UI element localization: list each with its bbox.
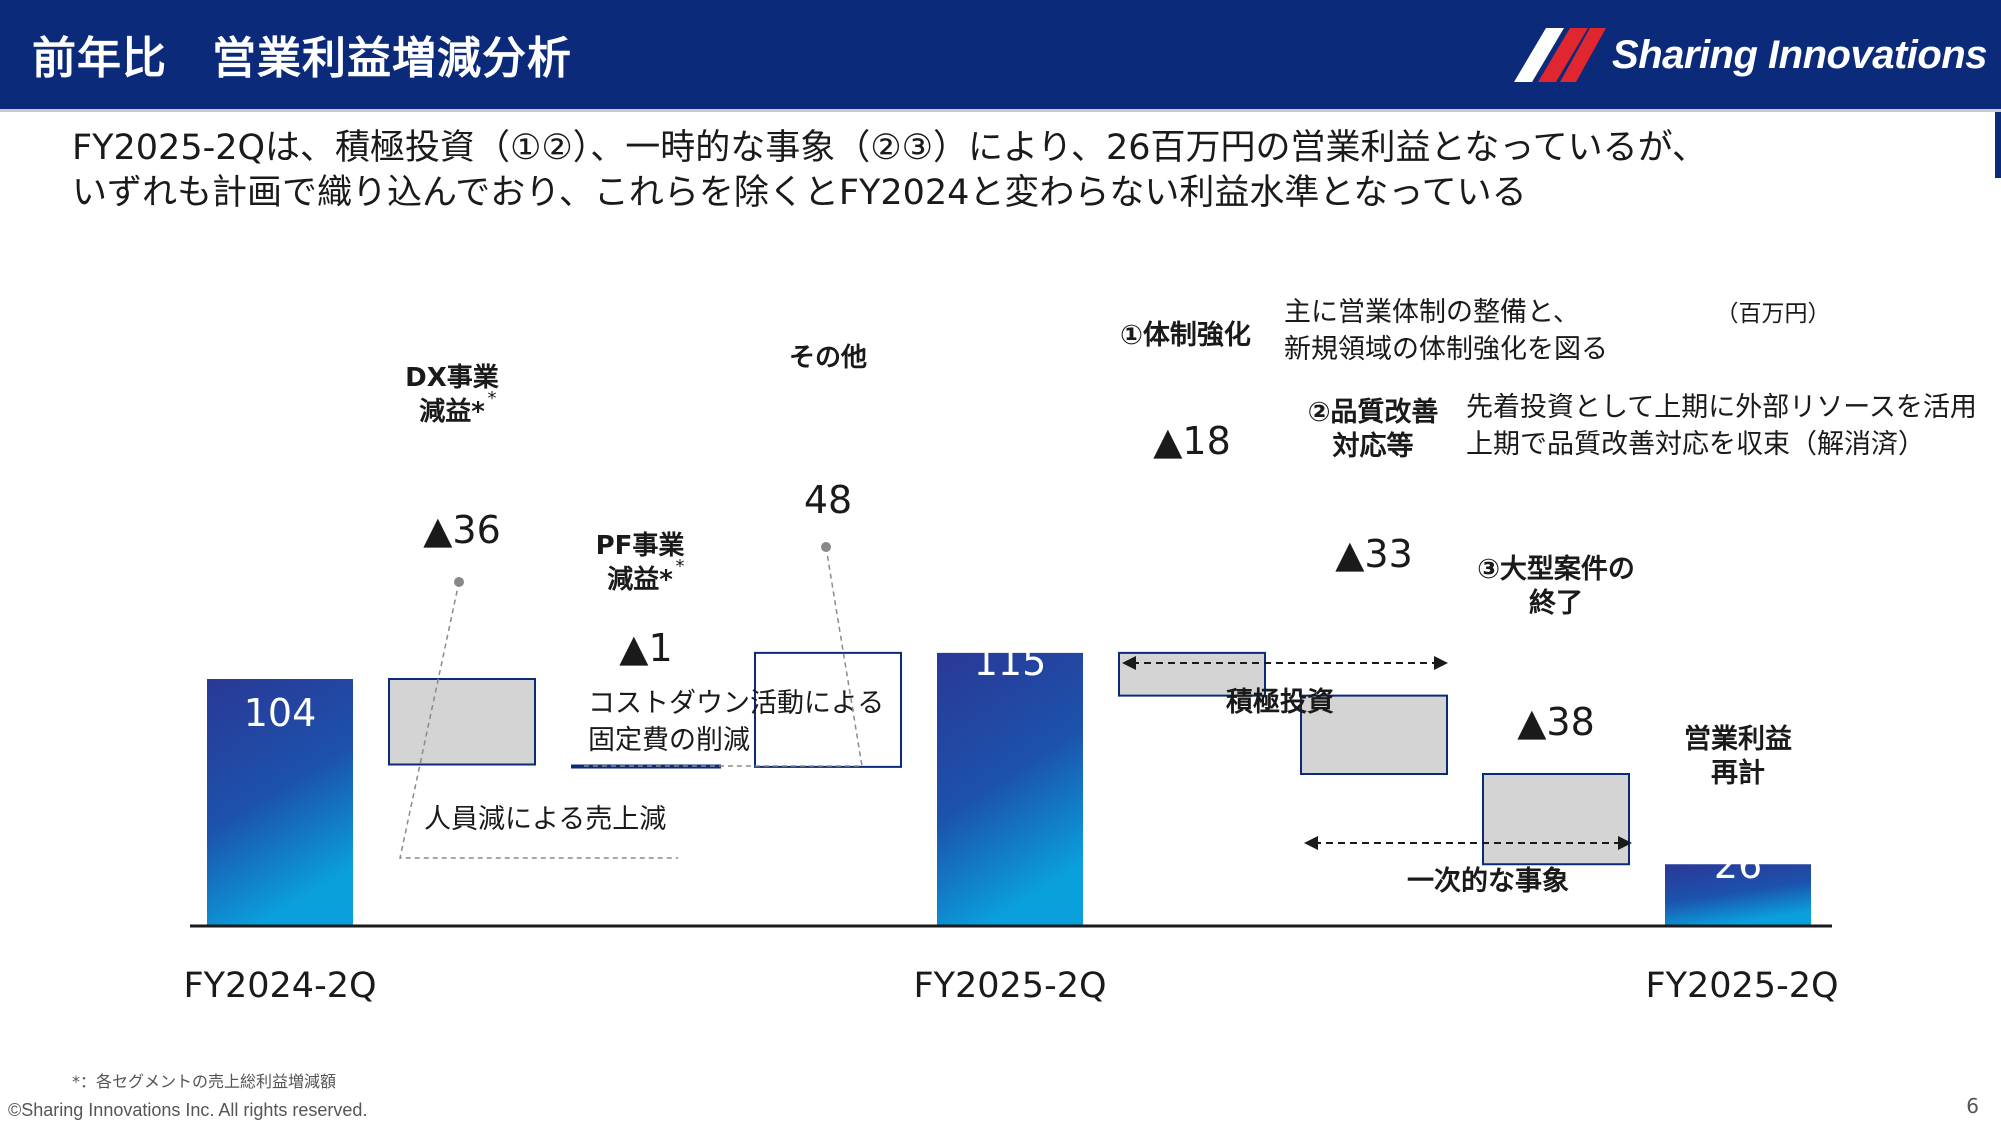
- asterisk-pf: *: [676, 556, 685, 577]
- category-label-s3-0: ③大型案件の: [1477, 553, 1635, 585]
- footnote: *：各セグメントの売上総利益増減額: [72, 1072, 337, 1091]
- brand-mark-icon: [1514, 28, 1607, 82]
- headline: FY2025-2Qは、積極投資（①②）、一時的な事象（②③）により、26百万円の…: [72, 126, 1972, 216]
- bar-fy25: [1665, 864, 1811, 926]
- bracket-temporary-left-arrow: [1304, 836, 1318, 850]
- headline-line-2: いずれも計画で織り込んでおり、これらを除くとFY2024と変わらない利益水準とな…: [72, 173, 1527, 213]
- page-title: 前年比 営業利益増減分析: [32, 33, 572, 84]
- value-label-s2: ▲33: [1335, 532, 1413, 576]
- category-label-fy25adj-0: 右記を除く: [945, 532, 1075, 563]
- category-label-dx-1: 減益*: [419, 397, 485, 427]
- category-label-pf-1: 減益*: [607, 565, 673, 595]
- note-other-1: 固定費の削減: [588, 725, 750, 756]
- xlabel-fy2025: FY2025-2Q: [1645, 966, 1838, 1006]
- bracket-investment-right-arrow: [1434, 656, 1448, 670]
- bar-s1: [1118, 651, 1266, 697]
- bar-fy24: [207, 679, 353, 926]
- bar-s3: [1482, 773, 1630, 866]
- category-label-other-0: その他: [789, 343, 867, 373]
- brand-logo: Sharing Innovations: [1514, 24, 1987, 86]
- category-label-fy25-0: 営業利益: [1684, 723, 1792, 755]
- headline-line-1: FY2025-2Qは、積極投資（①②）、一時的な事象（②③）により、26百万円の…: [72, 128, 1707, 168]
- value-label-fy25: 26: [1714, 843, 1762, 887]
- header-bar: 前年比 営業利益増減分析 Sharing Innovations: [0, 0, 2001, 109]
- bracket-temporary-right-arrow: [1618, 836, 1632, 850]
- copyright: ©Sharing Innovations Inc. All rights res…: [8, 1100, 368, 1120]
- category-label-fy25-1: 再計: [1711, 757, 1765, 789]
- category-label-s2-1: 対応等: [1333, 430, 1414, 462]
- bracket-temporary-label: 一次的な事象: [1407, 865, 1569, 897]
- waterfall-chart: 104▲36▲148115▲18▲33▲3826営業利益DX事業減益*PF事業減…: [183, 297, 1977, 1006]
- note-s1-0: 主に営業体制の整備と、: [1284, 297, 1580, 328]
- leader-dx: [399, 581, 678, 859]
- category-label-s1-0: ①体制強化: [1120, 320, 1251, 351]
- bracket-investment-left-arrow: [1122, 656, 1136, 670]
- xlabel-fy2024: FY2024-2Q: [183, 966, 376, 1006]
- category-label-s3-1: 終了: [1529, 587, 1583, 619]
- brand-name: Sharing Innovations: [1612, 32, 1987, 77]
- category-label-dx-0: DX事業: [405, 363, 499, 393]
- note-s1-1: 新規領域の体制強化を図る: [1284, 334, 1608, 365]
- value-label-pf: ▲1: [619, 626, 672, 670]
- value-label-fy24: 104: [244, 691, 317, 735]
- value-label-dx: ▲36: [423, 508, 501, 552]
- header-divider: [0, 109, 2001, 112]
- value-label-s1: ▲18: [1153, 419, 1231, 463]
- bar-s2: [1300, 694, 1448, 775]
- bar-fy25adj: [937, 652, 1083, 926]
- note-other-0: コストダウン活動による: [588, 688, 884, 719]
- note-s2-0: 先着投資として上期に外部リソースを活用: [1466, 392, 1977, 423]
- bar-other: [754, 651, 902, 768]
- bar-pf: [571, 764, 721, 769]
- category-label-pf-0: PF事業: [596, 531, 685, 561]
- bar-dx: [388, 678, 536, 766]
- category-label-s2-0: ②品質改善: [1308, 396, 1439, 428]
- bracket-investment-label: 積極投資: [1226, 687, 1334, 718]
- value-label-s3: ▲38: [1517, 700, 1595, 744]
- value-label-fy25adj: 115: [974, 640, 1047, 684]
- asterisk-dx: *: [488, 388, 497, 409]
- category-label-fy24-0: 営業利益: [228, 628, 332, 658]
- note-s2-1: 上期で品質改善対応を収束（解消済）: [1466, 429, 1925, 460]
- unit-label: （百万円）: [1716, 301, 1831, 327]
- leader-other: [580, 546, 863, 767]
- page-number: 6: [1966, 1094, 1979, 1118]
- note-dx: 人員減による売上減: [424, 804, 666, 835]
- edge-accent: [1995, 112, 2001, 178]
- xlabel-fy2025-adj: FY2025-2Q: [913, 966, 1106, 1006]
- value-label-other: 48: [804, 478, 852, 522]
- category-label-fy25adj-1: 営業利益: [958, 567, 1062, 597]
